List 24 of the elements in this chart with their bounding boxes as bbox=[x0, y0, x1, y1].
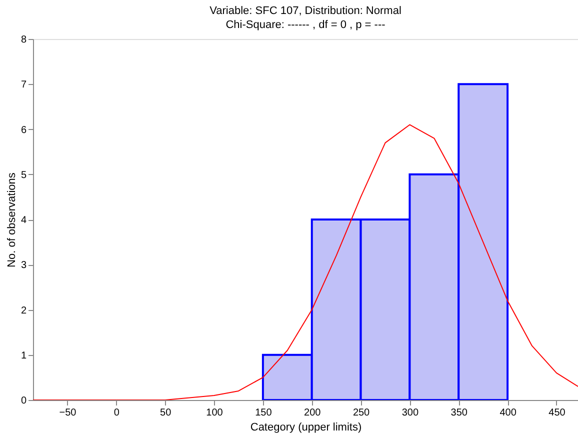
y-tick-label: 8 bbox=[20, 34, 27, 46]
x-tick-label: 300 bbox=[402, 408, 419, 418]
y-tick-label: 6 bbox=[20, 124, 27, 136]
y-axis-title: No. of observations bbox=[6, 172, 18, 268]
x-tick-label: 400 bbox=[500, 408, 517, 418]
y-tick-label: 0 bbox=[20, 396, 27, 406]
x-tick-label: 0 bbox=[114, 408, 120, 418]
x-tick-label: 250 bbox=[352, 408, 370, 418]
chart-subtitle: Chi-Square: ------ , df = 0 , p = --- bbox=[226, 19, 386, 31]
y-tick-label: 5 bbox=[20, 170, 27, 181]
y-tick-label: 2 bbox=[20, 305, 27, 316]
x-axis-title: Category (upper limits) bbox=[250, 422, 362, 434]
x-tick-label: 100 bbox=[206, 408, 224, 418]
y-tick-label: 7 bbox=[20, 80, 27, 91]
chart-title: Variable: SFC 107, Distribution: Normal bbox=[210, 5, 402, 17]
x-tick-label: −50 bbox=[59, 408, 77, 418]
x-tick-label: 200 bbox=[304, 408, 322, 418]
x-tick-label: 150 bbox=[255, 408, 272, 418]
y-tick-label: 1 bbox=[20, 350, 27, 362]
y-tick-label: 3 bbox=[20, 260, 27, 272]
x-tick-label: 450 bbox=[548, 408, 566, 418]
x-tick-label: 50 bbox=[160, 408, 172, 418]
y-tick-label: 4 bbox=[20, 215, 27, 226]
x-tick-label: 350 bbox=[450, 408, 468, 418]
